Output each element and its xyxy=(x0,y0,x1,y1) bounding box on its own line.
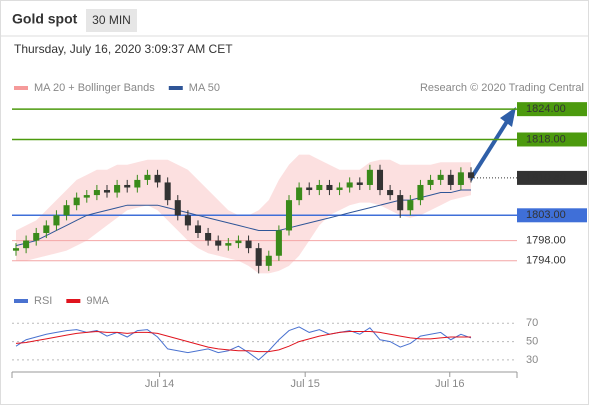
candle-body xyxy=(93,190,100,196)
rsi-line xyxy=(15,330,471,353)
y-tick-label: 50 xyxy=(526,335,538,347)
ma50-line xyxy=(15,189,471,247)
y-tick-label: 70 xyxy=(526,317,538,329)
candle-body xyxy=(447,174,454,185)
timeframe[interactable]: 30 MIN xyxy=(92,13,131,27)
candle-body xyxy=(336,187,343,191)
candle-body xyxy=(215,240,222,246)
candle-body xyxy=(417,184,424,201)
x-tick-label: Jul 14 xyxy=(145,378,174,390)
candle-body xyxy=(467,172,475,178)
level-label: 1803.00 xyxy=(526,209,566,221)
candle-body xyxy=(387,190,394,196)
candle-body xyxy=(63,205,70,216)
legend-label: RSI xyxy=(34,295,52,307)
candle-body xyxy=(285,200,293,231)
timestamp: Thursday, July 16, 2020 3:09:37 AM CET xyxy=(14,42,233,56)
candle-body xyxy=(407,200,414,211)
candle-body xyxy=(265,255,272,266)
candle-body xyxy=(296,187,303,201)
candle-body xyxy=(376,169,384,191)
candle-body xyxy=(427,179,434,185)
candle-body xyxy=(73,197,80,206)
candle-body xyxy=(134,179,141,188)
candle-body xyxy=(316,184,323,191)
candle-body xyxy=(23,240,30,249)
candle-body xyxy=(255,248,262,266)
candle-body xyxy=(144,174,151,180)
level-box xyxy=(517,208,587,223)
candle-body xyxy=(235,240,242,244)
candle-body xyxy=(174,200,181,216)
candle-body xyxy=(43,225,50,233)
candle-body xyxy=(275,230,282,256)
candle-body xyxy=(306,187,313,191)
level-label: 1798.00 xyxy=(526,234,566,246)
level-label: 1810.40 xyxy=(526,172,566,184)
level-box xyxy=(517,102,587,117)
candle-body xyxy=(437,174,444,180)
level-box xyxy=(517,132,587,147)
title: Gold spot xyxy=(12,11,78,27)
legend-swatch xyxy=(14,86,28,90)
candle-body xyxy=(366,169,373,185)
candle-body xyxy=(103,190,111,193)
candle-body xyxy=(12,248,20,251)
legend-label: MA 20 + Bollinger Bands xyxy=(34,82,155,94)
candle-body xyxy=(83,195,90,198)
legend-label: MA 50 xyxy=(189,82,220,94)
x-tick-label: Jul 15 xyxy=(290,378,319,390)
candle-body xyxy=(457,172,464,185)
candle-body xyxy=(53,215,60,226)
candle-body xyxy=(356,182,363,185)
legend-swatch xyxy=(66,299,81,303)
candle-body xyxy=(154,174,161,183)
arrow xyxy=(468,118,510,182)
credit: Research © 2020 Trading Central xyxy=(420,82,584,94)
candle-body xyxy=(225,243,232,246)
level-label: 1794.00 xyxy=(526,255,566,267)
arrow-head xyxy=(500,107,516,127)
candle-body xyxy=(164,182,171,201)
level-label: 1824.00 xyxy=(526,103,566,115)
legend-swatch xyxy=(14,299,28,303)
legend-label: 9MA xyxy=(86,295,109,307)
x-tick-label: Jul 16 xyxy=(435,378,464,390)
level-label: 1818.00 xyxy=(526,133,566,145)
y-tick-label: 30 xyxy=(526,354,538,366)
candle-body xyxy=(114,184,121,193)
candle-body xyxy=(397,195,404,211)
candle-body xyxy=(205,232,212,241)
candle-body xyxy=(326,184,333,191)
level-box xyxy=(517,170,587,185)
candle-body xyxy=(245,240,252,249)
candle-body xyxy=(184,215,191,226)
candle-body xyxy=(346,182,353,188)
timeframe-badge[interactable] xyxy=(86,9,137,32)
legend-swatch xyxy=(168,86,183,90)
candle-body xyxy=(33,232,40,241)
candle-body xyxy=(124,184,131,188)
candle-body xyxy=(194,225,202,233)
